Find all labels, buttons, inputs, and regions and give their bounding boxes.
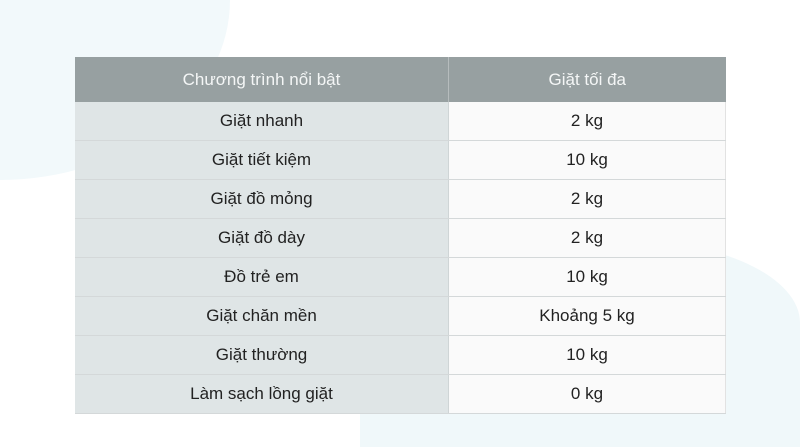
max-load-cell: 2 kg xyxy=(448,102,726,141)
table-row: Đồ trẻ em 10 kg xyxy=(75,257,726,297)
max-load-cell: 2 kg xyxy=(448,218,726,258)
max-load-cell: 10 kg xyxy=(448,257,726,297)
max-load-cell: 0 kg xyxy=(448,374,726,414)
table-row: Giặt đồ dày 2 kg xyxy=(75,218,726,258)
table-row: Giặt đồ mỏng 2 kg xyxy=(75,179,726,219)
header-program: Chương trình nổi bật xyxy=(75,57,449,102)
max-load-cell: 10 kg xyxy=(448,335,726,375)
max-load-cell: 2 kg xyxy=(448,179,726,219)
program-name-cell: Giặt chăn mền xyxy=(75,296,449,336)
program-name-cell: Giặt đồ mỏng xyxy=(75,179,449,219)
table-header-row: Chương trình nổi bật Giặt tối đa xyxy=(75,57,726,102)
header-max-load: Giặt tối đa xyxy=(448,57,726,102)
program-name-cell: Giặt đồ dày xyxy=(75,218,449,258)
program-name-cell: Giặt nhanh xyxy=(75,102,449,141)
program-name-cell: Giặt tiết kiệm xyxy=(75,140,449,180)
table-row: Giặt chăn mền Khoảng 5 kg xyxy=(75,296,726,336)
program-name-cell: Đồ trẻ em xyxy=(75,257,449,297)
table-row: Giặt thường 10 kg xyxy=(75,335,726,375)
wash-program-table: Chương trình nổi bật Giặt tối đa Giặt nh… xyxy=(75,57,726,414)
max-load-cell: 10 kg xyxy=(448,140,726,180)
program-name-cell: Làm sạch lồng giặt xyxy=(75,374,449,414)
table-row: Giặt tiết kiệm 10 kg xyxy=(75,140,726,180)
table-row: Làm sạch lồng giặt 0 kg xyxy=(75,374,726,414)
table-row: Giặt nhanh 2 kg xyxy=(75,102,726,141)
max-load-cell: Khoảng 5 kg xyxy=(448,296,726,336)
program-name-cell: Giặt thường xyxy=(75,335,449,375)
